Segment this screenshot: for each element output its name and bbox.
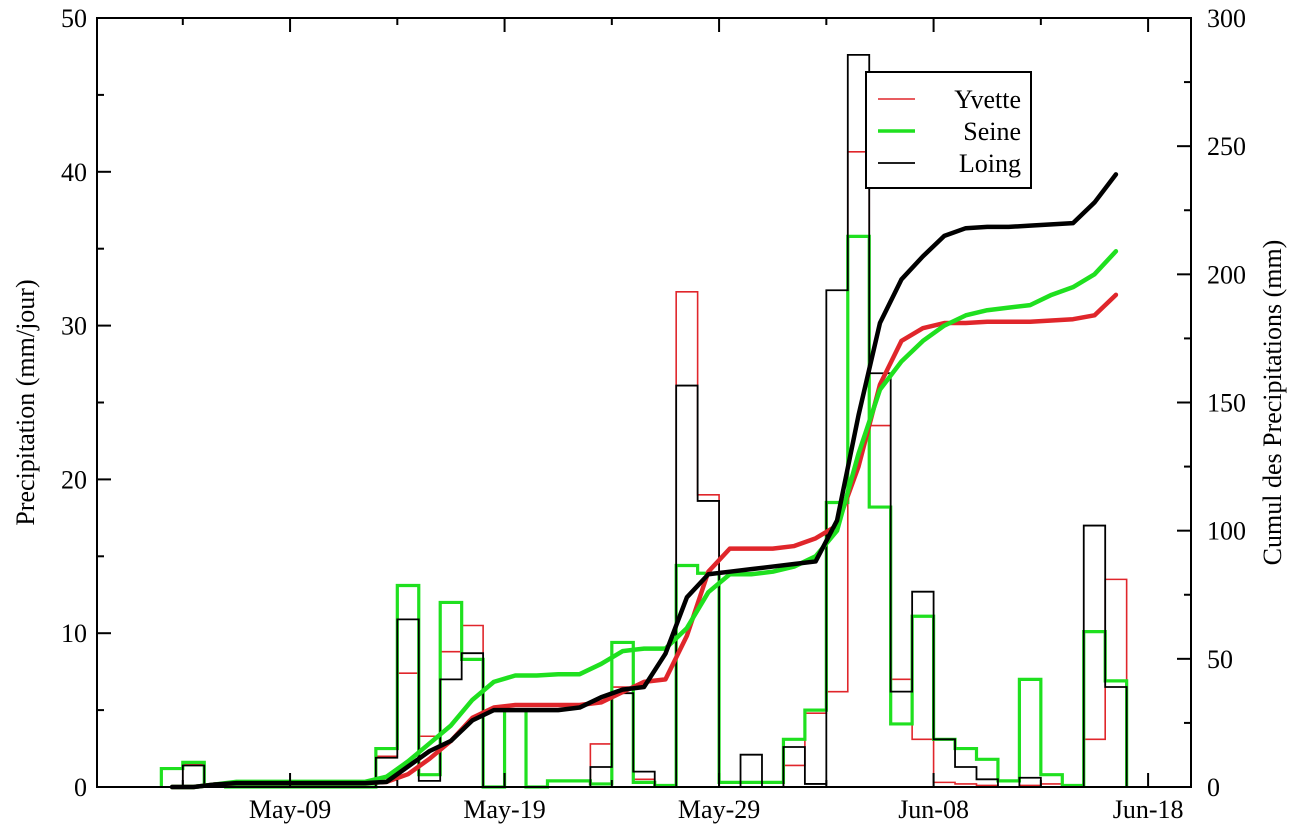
x-tick-label: Jun-08	[898, 795, 969, 824]
legend-label-loing: Loing	[959, 149, 1021, 178]
y-right-tick-label: 150	[1207, 389, 1246, 418]
daily-histogram-loing	[161, 54, 1128, 788]
x-tick-label: May-09	[249, 795, 331, 824]
legend: Yvette Seine Loing	[865, 71, 1032, 189]
y-left-tick-label: 10	[61, 619, 87, 648]
y-right-tick-label: 200	[1207, 260, 1246, 289]
cumulative-line-loing	[169, 172, 1119, 790]
axes: 0 10 20 30 40 50 0 50 100 150 200 250 300 May-09 May-1…	[61, 4, 1246, 824]
y-axis-right-title: Cumul des Precipitations (mm)	[1258, 240, 1287, 566]
y-left-tick-label: 40	[61, 158, 87, 187]
y-left-tick-label: 0	[74, 773, 87, 802]
legend-label-seine: Seine	[963, 117, 1021, 146]
y-right-tick-label: 100	[1207, 517, 1246, 546]
y-axis-left-title: Precipitation (mm/jour)	[11, 279, 40, 525]
y-left-tick-label: 20	[61, 465, 87, 494]
cumulative-precipitation-lines	[169, 172, 1119, 790]
y-right-tick-label: 300	[1207, 4, 1246, 33]
y-right-tick-label: 250	[1207, 132, 1246, 161]
y-right-tick-label: 50	[1207, 645, 1233, 674]
legend-label-yvette: Yvette	[954, 85, 1021, 114]
x-tick-label: May-29	[678, 795, 760, 824]
y-left-tick-label: 30	[61, 312, 87, 341]
y-right-tick-label: 0	[1207, 773, 1220, 802]
x-tick-label: May-19	[463, 795, 545, 824]
x-tick-label: Jun-18	[1113, 795, 1184, 824]
y-left-tick-label: 50	[61, 4, 87, 33]
